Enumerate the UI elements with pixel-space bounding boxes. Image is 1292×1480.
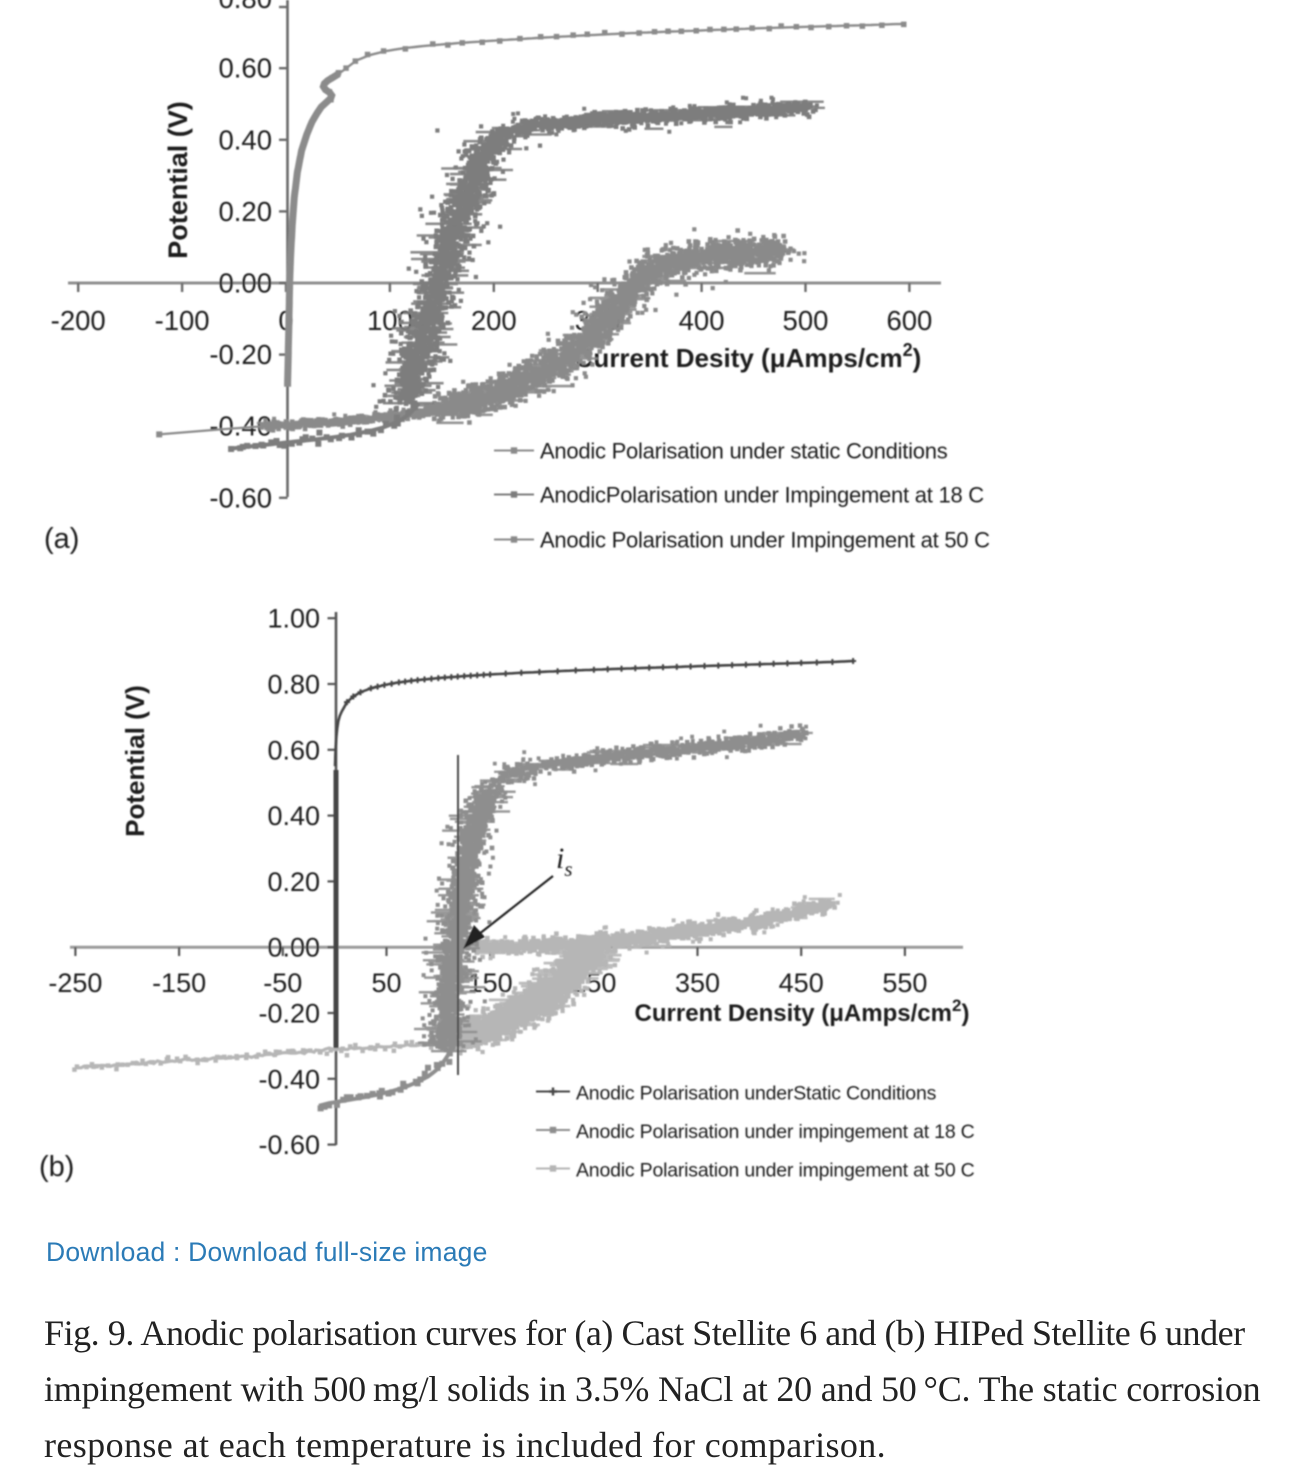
- svg-text:0.00: 0.00: [267, 933, 320, 963]
- svg-text:550: 550: [882, 968, 927, 998]
- svg-text:(b): (b): [39, 1151, 74, 1183]
- svg-text:(a): (a): [44, 523, 79, 555]
- svg-text:-0.60: -0.60: [209, 482, 272, 513]
- svg-text:400: 400: [679, 305, 725, 336]
- svg-text:0.40: 0.40: [218, 124, 272, 155]
- svg-text:Current Density (μAmps/cm2): Current Density (μAmps/cm2): [635, 996, 970, 1027]
- svg-text:Anodic Polarisation under impi: Anodic Polarisation under impingement at…: [576, 1121, 975, 1143]
- svg-text:-0.60: -0.60: [258, 1130, 320, 1160]
- svg-text:0.20: 0.20: [218, 196, 272, 227]
- svg-text:is: is: [556, 842, 573, 881]
- svg-text:-0.40: -0.40: [258, 1064, 320, 1094]
- svg-text:50: 50: [371, 968, 401, 998]
- svg-text:0.40: 0.40: [267, 801, 320, 831]
- svg-text:Anodic Polarisation under Impi: Anodic Polarisation under Impingement at…: [540, 528, 990, 553]
- svg-text:350: 350: [675, 968, 720, 998]
- svg-text:0.20: 0.20: [267, 867, 320, 897]
- svg-text:Anodic Polarisation under impi: Anodic Polarisation under impingement at…: [576, 1160, 975, 1182]
- svg-text:0.00: 0.00: [218, 268, 272, 299]
- svg-text:AnodicPolarisation under Impin: AnodicPolarisation under Impingement at …: [540, 483, 984, 508]
- svg-text:1.00: 1.00: [267, 604, 320, 634]
- svg-text:-0.20: -0.20: [209, 339, 272, 370]
- svg-text:-200: -200: [51, 305, 106, 336]
- svg-text:500: 500: [783, 305, 829, 336]
- svg-text:-250: -250: [48, 968, 102, 998]
- svg-text:-100: -100: [155, 305, 210, 336]
- svg-text:-0.20: -0.20: [258, 999, 320, 1029]
- svg-text:Potential (V): Potential (V): [163, 101, 193, 259]
- svg-text:200: 200: [471, 305, 517, 336]
- svg-text:600: 600: [886, 305, 932, 336]
- svg-text:Anodic Polarisation under stat: Anodic Polarisation under static Conditi…: [540, 439, 948, 464]
- svg-text:0.60: 0.60: [267, 735, 320, 765]
- svg-text:-150: -150: [152, 968, 206, 998]
- svg-text:0.60: 0.60: [218, 53, 272, 84]
- svg-text:Potential (V): Potential (V): [120, 685, 150, 837]
- svg-text:Anodic Polarisation underStati: Anodic Polarisation underStatic Conditio…: [576, 1083, 937, 1105]
- svg-text:450: 450: [779, 968, 824, 998]
- svg-text:0.80: 0.80: [267, 670, 320, 700]
- svg-text:0.80: 0.80: [218, 0, 272, 14]
- svg-text:-50: -50: [263, 968, 302, 998]
- svg-text:Current Desity (μAmps/cm2): Current Desity (μAmps/cm2): [575, 340, 922, 373]
